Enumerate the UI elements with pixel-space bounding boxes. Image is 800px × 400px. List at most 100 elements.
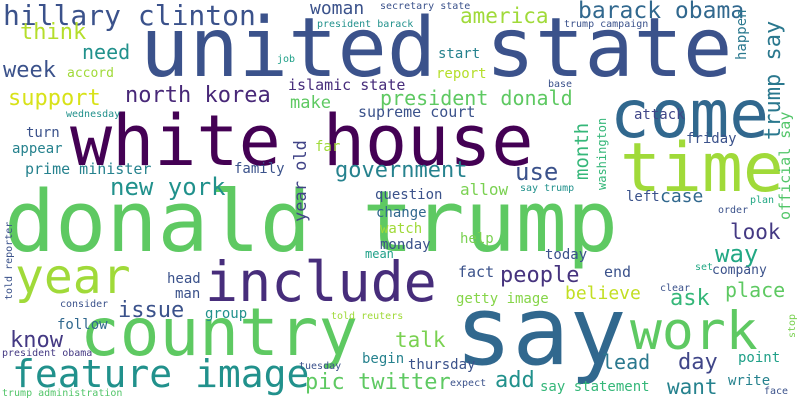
word-work: work — [630, 301, 758, 362]
word-islamic-state: islamic state — [288, 76, 406, 94]
word-country: country — [80, 294, 359, 371]
word-group: group — [205, 306, 248, 322]
word-want: want — [667, 375, 718, 399]
word-white-house: white house — [70, 100, 534, 182]
word-look: look — [730, 220, 781, 244]
word-face: face — [764, 386, 789, 397]
word-accord: accord — [67, 66, 114, 81]
word-order: order — [718, 205, 749, 216]
word-thursday: thursday — [408, 357, 476, 373]
word-hillary-clinton: hillary clinton — [3, 0, 256, 32]
word-year: year — [15, 249, 131, 305]
word-support: support — [8, 86, 101, 111]
word-make: make — [290, 93, 331, 113]
word-company: company — [712, 263, 767, 278]
word-start: start — [438, 46, 481, 62]
word-use: use — [515, 158, 559, 186]
word-year-old: year old — [291, 140, 311, 222]
word-attack: attack — [634, 107, 685, 123]
word-trump-administration: trump administration — [2, 388, 123, 399]
word-point: point — [738, 350, 781, 366]
word-place: place — [725, 278, 786, 302]
word-case: case — [660, 186, 704, 207]
word-job: job — [277, 54, 296, 65]
word-say-trump: say trump — [520, 183, 575, 194]
word-ask: ask — [670, 286, 710, 311]
word-secretary-state: secretary state — [380, 1, 471, 12]
word-barack-obama: barack obama — [578, 0, 745, 24]
word-today: today — [545, 247, 588, 263]
word-stop: stop — [787, 313, 798, 338]
word-appear: appear — [12, 141, 63, 157]
word-help: help — [460, 231, 494, 247]
word-add: add — [495, 368, 535, 393]
word-man: man — [175, 286, 201, 302]
word-day: day — [678, 350, 718, 375]
word-believe: believe — [565, 283, 641, 304]
word-expect: expect — [450, 378, 487, 389]
word-come: come — [610, 76, 769, 153]
word-official-say: official say — [776, 111, 794, 220]
word-prime-minister: prime minister — [25, 160, 152, 178]
word-need: need — [82, 40, 131, 64]
word-plan: plan — [750, 195, 775, 206]
word-begin: begin — [362, 351, 405, 367]
word-far: far — [315, 139, 341, 155]
word-way: way — [715, 240, 759, 268]
word-fact: fact — [458, 263, 495, 281]
word-donald-trump: donald trump — [4, 173, 619, 272]
word-people: people — [500, 263, 580, 288]
word-wednesday: wednesday — [66, 109, 121, 120]
word-america: america — [460, 4, 549, 28]
word-talk: talk — [395, 328, 446, 352]
word-president-obama: president obama — [2, 348, 93, 359]
word-family: family — [234, 161, 285, 177]
word-consider: consider — [60, 299, 109, 310]
word-include: include — [205, 250, 437, 314]
word-monday: monday — [380, 237, 431, 253]
word-north-korea: north korea — [125, 83, 271, 108]
word-end: end — [604, 263, 632, 281]
word-mean: mean — [365, 247, 394, 261]
word-set: set — [695, 262, 714, 273]
word-told-reuters: told reuters — [331, 311, 404, 322]
word-clear: clear — [660, 283, 691, 294]
word-supreme-court: supreme court — [358, 103, 476, 121]
word-month: month — [571, 122, 593, 180]
word-feature-image: feature image — [12, 352, 310, 396]
word-lead: lead — [602, 350, 651, 374]
word-know: know — [10, 328, 63, 353]
word-allow: allow — [460, 180, 509, 199]
word-time: time — [620, 129, 784, 208]
word-washington: washington — [595, 117, 609, 190]
word-getty-image: getty image — [456, 291, 549, 307]
word-issue: issue — [118, 298, 185, 323]
word-new-york: new york — [110, 173, 226, 201]
word-left: left — [626, 189, 660, 205]
word-turn: turn — [26, 125, 60, 141]
word-report: report — [436, 66, 487, 82]
word-president-barack: president barack — [317, 19, 414, 30]
word-watch: watch — [380, 221, 423, 237]
word-tuesday: tuesday — [299, 361, 342, 372]
word-told-reporter: told reporter — [4, 221, 15, 300]
word-write: write — [728, 373, 771, 389]
word-base: base — [548, 79, 573, 90]
word-woman: woman — [310, 0, 365, 19]
word-government: government — [335, 158, 468, 183]
word-pic-twitter: pic twitter — [305, 370, 451, 395]
word-follow: follow — [57, 317, 108, 333]
word-say: say — [455, 277, 627, 387]
word-week: week — [3, 58, 56, 83]
word-happen: happen — [734, 9, 750, 60]
word-friday: friday — [686, 131, 737, 147]
word-trump-campaign: trump campaign — [564, 19, 649, 30]
word-question: question — [375, 187, 443, 203]
word-united-state: united state — [140, 1, 733, 96]
word-say-statement: say statement — [540, 379, 650, 395]
word-change: change — [376, 205, 427, 221]
word-think: think — [20, 20, 87, 45]
word-head: head — [167, 271, 201, 287]
word-president-donald: president donald — [380, 86, 573, 110]
